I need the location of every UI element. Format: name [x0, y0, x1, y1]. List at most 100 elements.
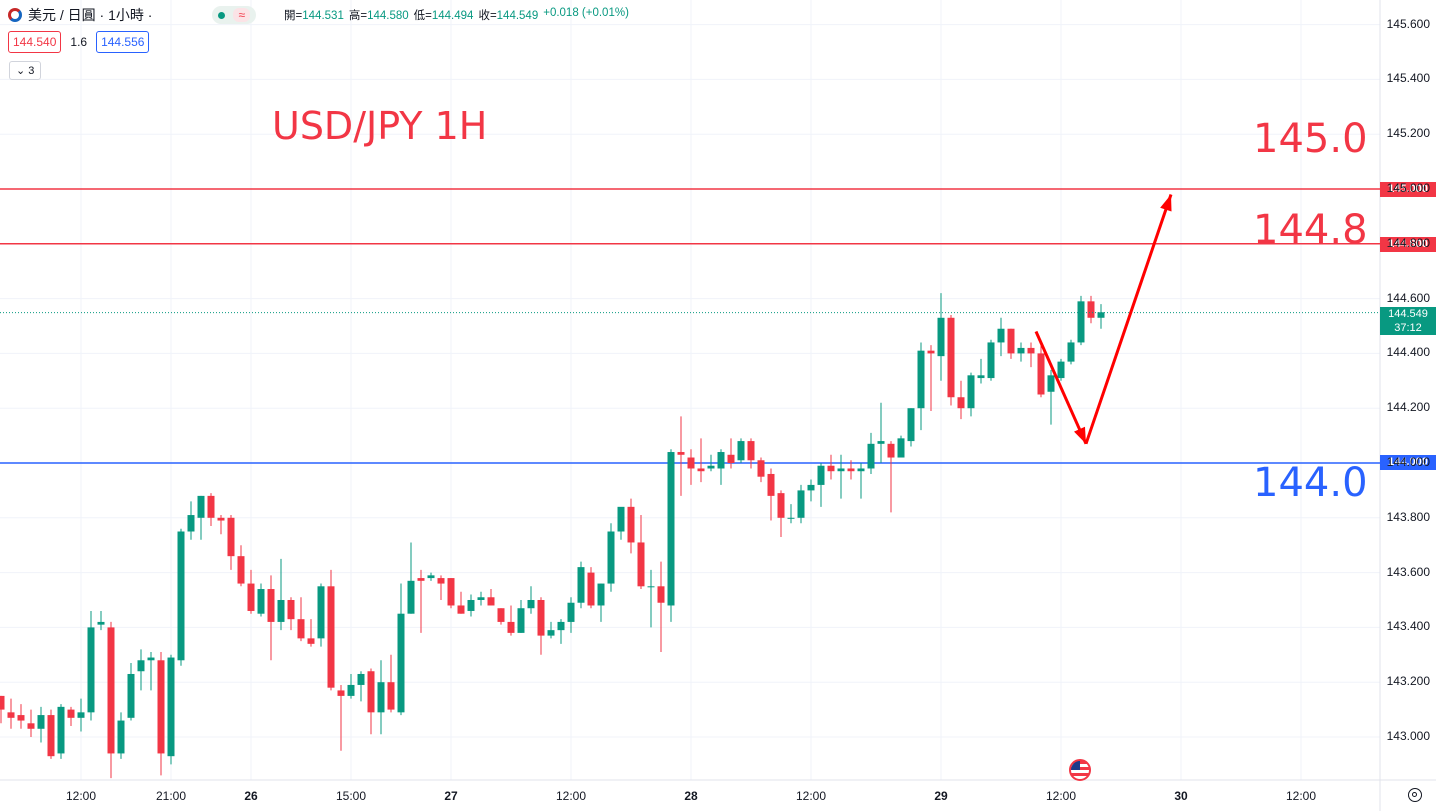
time-tick-label: 12:00 [555, 789, 587, 803]
candle-body [587, 572, 595, 606]
candle-body [597, 583, 605, 606]
symbol-label[interactable]: 美元 / 日圓 · 1小時 · [28, 7, 153, 23]
candle-body [717, 452, 725, 469]
price-tick-label: 143.800 [1386, 509, 1430, 524]
price-tick-label: 143.600 [1386, 564, 1430, 579]
candle-body [387, 682, 395, 710]
candle-body [487, 597, 495, 606]
candle-body [37, 715, 45, 729]
gear-icon[interactable] [1408, 788, 1422, 802]
candle-body [837, 468, 845, 472]
candle-body [167, 657, 175, 757]
price-label-145: 145.000 [1380, 182, 1436, 197]
price-tick-label: 144.400 [1386, 345, 1430, 360]
time-tick-label: 26 [244, 789, 258, 803]
ohlc-readout: 開=144.531 高=144.580 低=144.494 收=144.549 … [284, 7, 629, 23]
candle-body [457, 605, 465, 614]
indicator-toggle-button[interactable]: ⌄ 3 [9, 61, 42, 80]
candle-body [967, 375, 975, 409]
candle-body [817, 465, 825, 485]
candle-body [97, 621, 105, 625]
price-tick-label: 143.200 [1386, 674, 1430, 689]
price-label-1448: 144.800 [1380, 237, 1436, 252]
candle-body [497, 608, 505, 622]
current-price-label: 144.549 37:12 [1380, 307, 1436, 335]
candle-body [217, 517, 225, 521]
time-tick-label: 21:00 [155, 789, 187, 803]
candle-body [947, 317, 955, 398]
projection-down-line [1034, 330, 1088, 445]
candle-body [367, 671, 375, 713]
level-1448-annotation: 144.8 [1253, 207, 1368, 253]
candle-body [957, 397, 965, 409]
price-tick-label: 144.800 [1386, 235, 1430, 250]
candle-body [257, 589, 265, 614]
candle-body [467, 600, 475, 611]
candle-body [177, 531, 185, 661]
candle-body [447, 578, 455, 606]
level-145-annotation: 145.0 [1253, 116, 1368, 162]
candle-body [127, 673, 135, 718]
candle-body [937, 317, 945, 357]
sell-price-button[interactable]: 144.540 [8, 31, 62, 53]
candle-body [1057, 361, 1065, 379]
chart-header: 美元 / 日圓 · 1小時 · ≈ 開=144.531 高=144.580 低=… [8, 4, 629, 26]
candle-body [687, 457, 695, 469]
time-tick-label: 12:00 [1285, 789, 1317, 803]
candle-body [647, 586, 655, 588]
candle-body [907, 408, 915, 442]
candle-body [227, 517, 235, 557]
candle-body [1047, 375, 1055, 392]
price-label-144: 144.000 [1380, 455, 1436, 470]
candle-body [637, 542, 645, 587]
candle-body [787, 517, 795, 519]
projection-down-arrowhead [1074, 426, 1086, 444]
candle-body [377, 682, 385, 713]
candle-body [307, 638, 315, 644]
market-status-pill[interactable]: ≈ [212, 6, 257, 24]
candle-body [0, 695, 5, 710]
candle-body [547, 630, 555, 636]
candle-body [1067, 342, 1075, 362]
candle-body [337, 690, 345, 696]
candle-body [1027, 347, 1035, 354]
ohlc-high: 高=144.580 [348, 10, 409, 22]
candle-body [577, 567, 585, 603]
buy-price-button[interactable]: 144.556 [96, 31, 150, 53]
candle-body [557, 621, 565, 631]
candle-body [1037, 353, 1045, 395]
candle-body [297, 619, 305, 639]
candle-body [827, 465, 835, 472]
candle-body [737, 441, 745, 461]
candle-body [767, 473, 775, 496]
candle-body [277, 600, 285, 622]
candle-body [1077, 301, 1085, 343]
candle-body [207, 495, 215, 518]
candle-body [47, 715, 55, 757]
candle-body [247, 583, 255, 611]
candle-body [17, 715, 25, 721]
candle-body [667, 452, 675, 606]
price-tick-label: 144.000 [1386, 455, 1430, 469]
candle-body [187, 515, 195, 532]
projection-up-arrowhead [1160, 194, 1172, 212]
candle-body [607, 531, 615, 584]
ohlc-close: 收=144.549 [478, 10, 539, 22]
time-tick-label: 15:00 [335, 789, 367, 803]
time-tick-label: 30 [1174, 789, 1188, 803]
candle-body [797, 490, 805, 518]
candle-body [777, 493, 785, 518]
candle-body [707, 465, 715, 469]
candle-body [867, 443, 875, 469]
level-144-annotation: 144.0 [1253, 460, 1368, 506]
candle-body [807, 484, 815, 491]
candle-body [397, 613, 405, 713]
us-flag-icon[interactable] [1069, 759, 1091, 781]
time-tick-label: 12:00 [795, 789, 827, 803]
candle-body [747, 441, 755, 461]
candle-body [427, 575, 435, 579]
candle-body [157, 660, 165, 754]
candle-body [67, 709, 75, 718]
price-tick-label: 145.200 [1386, 126, 1430, 141]
